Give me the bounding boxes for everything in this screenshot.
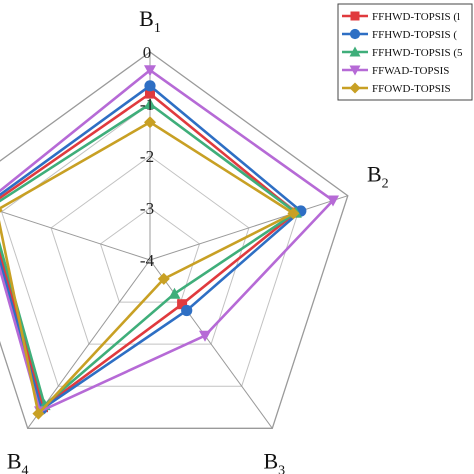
marker-diamond xyxy=(349,82,361,94)
marker-diamond xyxy=(32,407,45,420)
legend-label: FFHWD-TOPSIS ( xyxy=(372,29,457,41)
marker-triangle-up xyxy=(168,287,181,299)
marker-square xyxy=(177,299,188,310)
legend-entry: FFHWD-TOPSIS (5 xyxy=(342,46,463,59)
legend-label: FFHWD-TOPSIS (5 xyxy=(372,47,463,59)
marker-diamond xyxy=(0,207,3,213)
legend-entry: FFOWD-TOPSIS xyxy=(342,82,451,95)
legend-label: FFHWD-TOPSIS (l xyxy=(372,11,460,23)
marker-diamond xyxy=(157,272,170,285)
grid-spoke xyxy=(149,259,273,429)
marker-diamond xyxy=(144,116,156,129)
series-line xyxy=(0,120,297,417)
legend-entry: FFHWD-TOPSIS ( xyxy=(342,28,457,41)
grid-spoke xyxy=(0,210,151,261)
marker-square xyxy=(350,11,360,21)
r-tick-label: -2 xyxy=(140,147,154,166)
grid-spoke xyxy=(27,259,151,429)
axis-label: B4 xyxy=(7,448,29,474)
marker-circle xyxy=(349,28,361,40)
axis-label: B3 xyxy=(263,448,285,474)
series-line xyxy=(0,84,303,412)
legend: FFHWD-TOPSIS (l FFHWD-TOPSIS ( FFHWD-TOPSI… xyxy=(337,3,473,101)
marker-triangle-up xyxy=(144,98,156,109)
series-line xyxy=(0,91,298,410)
radar-labels: 0-1-2-3-4B1B2B3B4B5 xyxy=(7,6,389,474)
marker-diamond xyxy=(287,207,300,220)
marker-triangle-down xyxy=(349,65,361,76)
marker-circle xyxy=(181,304,193,317)
series-line xyxy=(0,68,335,414)
series xyxy=(0,116,300,420)
grid-ring xyxy=(99,207,201,303)
series xyxy=(0,80,307,415)
series-line xyxy=(0,102,299,408)
series xyxy=(0,65,339,418)
marker-triangle-down xyxy=(199,330,211,342)
axis-label: B1 xyxy=(139,6,161,36)
marker-circle xyxy=(144,80,156,92)
grid-ring xyxy=(50,155,250,345)
r-tick-label: -4 xyxy=(140,251,155,270)
axis-label: B2 xyxy=(367,162,389,192)
marker-triangle-up xyxy=(349,46,361,57)
marker-triangle-down xyxy=(327,195,339,207)
r-tick-label: -1 xyxy=(140,95,154,114)
legend-label: FFOWD-TOPSIS xyxy=(372,83,451,95)
radar-series xyxy=(0,65,339,420)
marker-square xyxy=(145,88,155,99)
legend-entry: FFHWD-TOPSIS (l xyxy=(342,11,460,23)
legend-entry: FFWAD-TOPSIS xyxy=(342,65,449,77)
grid-spoke xyxy=(149,195,348,261)
marker-triangle-down xyxy=(144,65,156,77)
grid-ring xyxy=(0,51,349,429)
r-tick-label: 0 xyxy=(143,43,152,62)
r-tick-label: -3 xyxy=(140,199,154,218)
legend-label: FFWAD-TOPSIS xyxy=(372,65,449,77)
